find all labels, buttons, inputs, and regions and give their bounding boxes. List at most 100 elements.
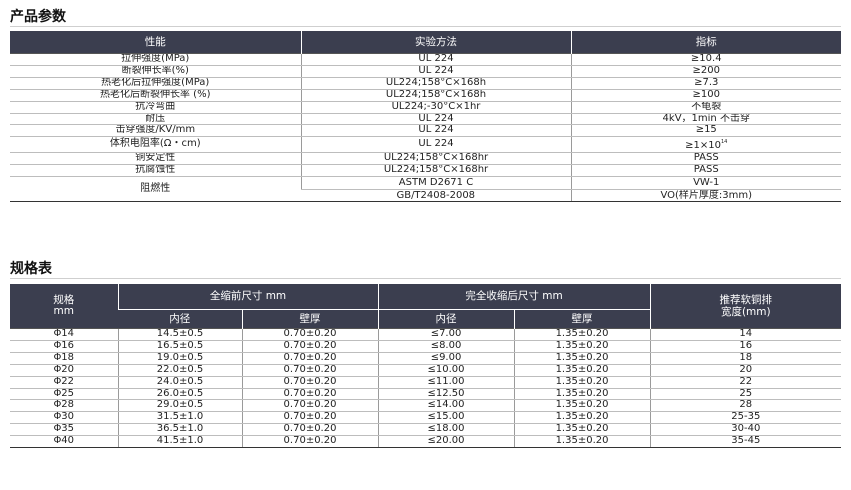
table-row: 热老化后断裂伸长率 (%) UL224;158°C×168h ≥100 xyxy=(10,89,841,102)
cell-after-wall: 1.35±0.20 xyxy=(513,328,651,341)
cell-before-wall: 0.70±0.20 xyxy=(241,388,379,401)
cell-property: 耐压 xyxy=(10,113,301,126)
cell-property: 热老化后断裂伸长率 (%) xyxy=(10,89,301,102)
table-row: 断裂伸长率(%) UL 224 ≥200 xyxy=(10,65,841,78)
cell-recommended-width: 35-45 xyxy=(649,435,842,449)
cell-after-inner: ≤9.00 xyxy=(377,352,515,365)
table-row: Φ20 22.0±0.5 0.70±0.20 ≤10.00 1.35±0.20 20 xyxy=(10,364,842,377)
cell-before-wall: 0.70±0.20 xyxy=(241,399,379,413)
cell-after-inner: ≤14.00 xyxy=(377,399,515,413)
cell-size: Φ28 xyxy=(10,399,118,413)
cell-after-wall: 1.35±0.20 xyxy=(513,411,651,425)
cell-recommended-width: 22 xyxy=(649,376,842,389)
header-recommended-width-line: 推荐软铜排 xyxy=(719,294,773,306)
cell-recommended-width: 20 xyxy=(649,364,842,377)
spec-title-rule xyxy=(10,278,841,279)
table-row: Φ28 29.0±0.5 0.70±0.20 ≤14.00 1.35±0.20 28 xyxy=(10,399,842,413)
cell-property: 断裂伸长率(%) xyxy=(10,65,301,78)
cell-size: Φ16 xyxy=(10,340,118,353)
header-before-inner: 内径 xyxy=(118,309,242,329)
table-row: Φ25 26.0±0.5 0.70±0.20 ≤12.50 1.35±0.20 25 xyxy=(10,388,842,401)
cell-before-wall: 0.70±0.20 xyxy=(241,411,379,425)
cell-before-inner: 19.0±0.5 xyxy=(117,352,242,365)
cell-before-inner: 41.5±1.0 xyxy=(117,435,242,449)
table-row: Φ14 14.5±0.5 0.70±0.20 ≤7.00 1.35±0.20 14 xyxy=(10,328,842,341)
cell-method: UL 224 xyxy=(300,65,571,78)
cell-spec: ≥10.4 xyxy=(570,53,841,66)
table-row: Φ40 41.5±1.0 0.70±0.20 ≤20.00 1.35±0.20 35-45 xyxy=(10,435,842,449)
cell-method: ASTM D2671 C xyxy=(300,176,571,190)
cell-property: 抗腐蚀性 xyxy=(10,164,301,178)
table-row: 热老化后拉伸强度(MPa) UL224;158°C×168h ≥7.3 xyxy=(10,77,841,90)
cell-spec: 4kV，1min 不击穿 xyxy=(570,113,841,126)
cell-after-inner: ≤10.00 xyxy=(377,364,515,377)
cell-property: 击穿强度/KV/mm xyxy=(10,124,301,138)
cell-spec: ≥200 xyxy=(570,65,841,78)
cell-before-inner: 26.0±0.5 xyxy=(117,388,242,401)
cell-before-wall: 0.70±0.20 xyxy=(241,435,379,449)
resistivity-exponent: 14 xyxy=(720,139,728,146)
cell-before-wall: 0.70±0.20 xyxy=(241,352,379,365)
header-size-unit: mm xyxy=(53,305,74,317)
table-row: 耐压 UL 224 4kV，1min 不击穿 xyxy=(10,113,841,126)
spec-table: 规格 mm 全缩前尺寸 mm 完全收缩后尺寸 mm 推荐软铜排 宽度(mm) 内径… xyxy=(10,284,842,449)
cell-property: 热老化后拉伸强度(MPa) xyxy=(10,77,301,90)
table-row: Φ16 16.5±0.5 0.70±0.20 ≤8.00 1.35±0.20 16 xyxy=(10,340,842,353)
table-row: Φ22 24.0±0.5 0.70±0.20 ≤11.00 1.35±0.20 22 xyxy=(10,376,842,389)
table-row: 抗腐蚀性 UL224;158°C×168hr PASS xyxy=(10,164,841,178)
cell-spec: 不龟裂 xyxy=(570,101,841,114)
cell-recommended-width: 30-40 xyxy=(649,423,842,437)
cell-recommended-width: 16 xyxy=(649,340,842,353)
cell-size: Φ18 xyxy=(10,352,118,365)
table-row: Φ35 36.5±1.0 0.70±0.20 ≤18.00 1.35±0.20 30-40 xyxy=(10,423,842,437)
cell-method: UL224;158°C×168h xyxy=(300,77,571,90)
table-row: Φ18 19.0±0.5 0.70±0.20 ≤9.00 1.35±0.20 18 xyxy=(10,352,842,365)
cell-spec: PASS xyxy=(570,164,841,178)
cell-after-wall: 1.35±0.20 xyxy=(513,340,651,353)
cell-property: 体积电阻率(Ω・cm) xyxy=(10,136,301,154)
cell-spec: ≥15 xyxy=(570,124,841,138)
cell-property: 抗冷弯曲 xyxy=(10,101,301,114)
cell-after-wall: 1.35±0.20 xyxy=(513,352,651,365)
table-row: Φ30 31.5±1.0 0.70±0.20 ≤15.00 1.35±0.20 25-35 xyxy=(10,411,842,425)
cell-spec: ≥1×1014 xyxy=(570,136,841,154)
cell-method: UL224;-30°C×1hr xyxy=(300,101,571,114)
cell-after-inner: ≤20.00 xyxy=(377,435,515,449)
table-row: 抗冷弯曲 UL224;-30°C×1hr 不龟裂 xyxy=(10,101,841,114)
cell-spec: ≥7.3 xyxy=(570,77,841,90)
cell-size: Φ22 xyxy=(10,376,118,389)
cell-after-inner: ≤11.00 xyxy=(377,376,515,389)
table-row: 击穿强度/KV/mm UL 224 ≥15 xyxy=(10,124,841,138)
cell-method: UL224;158°C×168hr xyxy=(300,164,571,178)
table-row: 铜安定性 UL224;158°C×168hr PASS xyxy=(10,152,841,166)
cell-after-inner: ≤7.00 xyxy=(377,328,515,341)
header-size: 规格 mm xyxy=(10,284,118,329)
cell-after-inner: ≤8.00 xyxy=(377,340,515,353)
cell-recommended-width: 18 xyxy=(649,352,842,365)
cell-before-inner: 31.5±1.0 xyxy=(117,411,242,425)
cell-property: 阻燃性 xyxy=(10,176,301,203)
header-spec: 指标 xyxy=(570,31,841,54)
header-size-label: 规格 xyxy=(53,294,75,307)
cell-recommended-width: 28 xyxy=(649,399,842,413)
cell-before-wall: 0.70±0.20 xyxy=(241,328,379,341)
cell-after-wall: 1.35±0.20 xyxy=(513,376,651,389)
header-method: 实验方法 xyxy=(300,31,571,54)
cell-property: 拉伸强度(MPa) xyxy=(10,53,301,66)
params-table: 性能 实验方法 指标 拉伸强度(MPa) UL 224 ≥10.4 断裂伸长率(%) U… xyxy=(10,31,841,203)
cell-spec: VW-1 xyxy=(570,176,841,190)
table-row: 体积电阻率(Ω・cm) UL 224 ≥1×1014 xyxy=(10,136,841,154)
cell-after-wall: 1.35±0.20 xyxy=(513,388,651,401)
cell-method: UL 224 xyxy=(300,136,571,154)
cell-before-inner: 36.5±1.0 xyxy=(117,423,242,437)
cell-size: Φ25 xyxy=(10,388,118,401)
header-property: 性能 xyxy=(10,31,301,54)
header-before-shrink: 全缩前尺寸 mm xyxy=(117,284,379,310)
cell-after-inner: ≤18.00 xyxy=(377,423,515,437)
cell-size: Φ20 xyxy=(10,364,118,377)
cell-recommended-width: 25-35 xyxy=(649,411,842,425)
cell-after-wall: 1.35±0.20 xyxy=(513,399,651,413)
cell-size: Φ35 xyxy=(10,423,118,437)
cell-recommended-width: 25 xyxy=(649,388,842,401)
cell-before-wall: 0.70±0.20 xyxy=(241,376,379,389)
